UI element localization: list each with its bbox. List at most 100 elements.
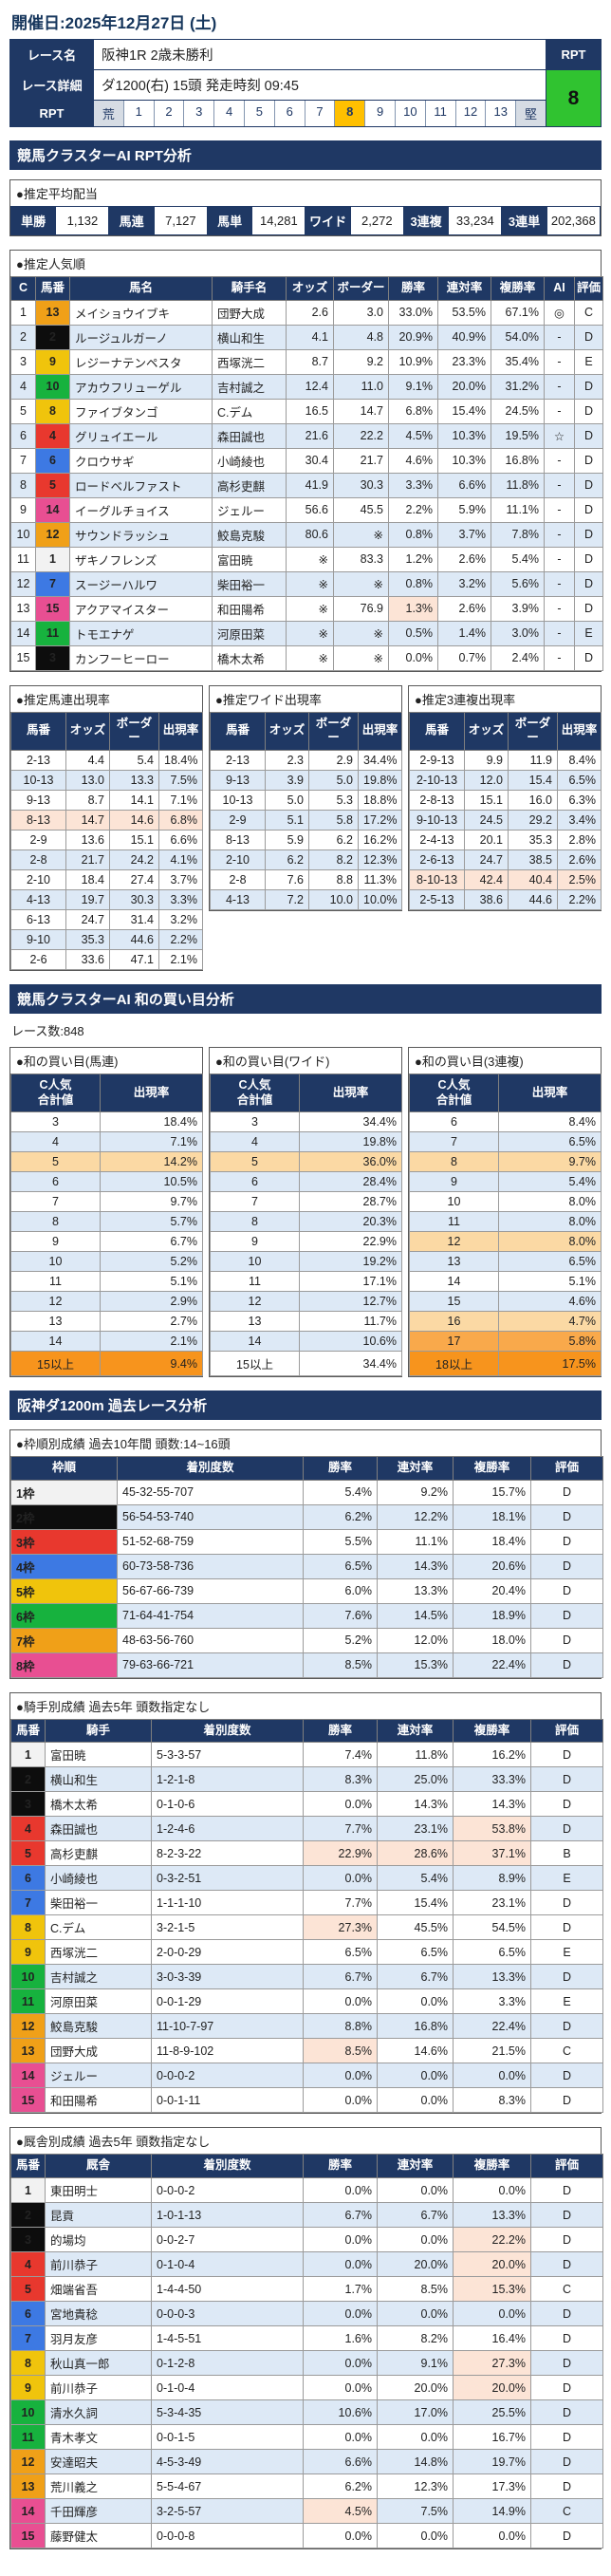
cell-fuku: 25.5% bbox=[453, 2399, 531, 2425]
cell-border: 83.3 bbox=[333, 546, 389, 572]
table-row: 15 3 カンフーヒーロー 橋木太希 ※ ※ 0.0% 0.7% 2.4% - D bbox=[10, 644, 603, 671]
cell-fuku: 31.2% bbox=[491, 373, 545, 400]
cell-fuku: 14.3% bbox=[453, 1791, 531, 1818]
table-row: 11 8.0% bbox=[409, 1211, 602, 1233]
cell-num: 3 bbox=[35, 644, 70, 671]
cell-rate: 16.2% bbox=[358, 829, 402, 850]
cell-border: 15.1 bbox=[109, 829, 159, 850]
cell-rate: 36.0% bbox=[299, 1151, 402, 1173]
cell-name: 羽月友彦 bbox=[45, 2325, 152, 2351]
cell-border: 47.1 bbox=[109, 948, 159, 970]
cell-border: 8.2 bbox=[308, 849, 359, 870]
column-header: オッズ bbox=[265, 711, 309, 751]
table-row: 2 横山和生 1-2-1-8 8.3% 25.0% 33.3% D bbox=[10, 1766, 603, 1793]
cell-jockey: C.デム bbox=[212, 398, 287, 424]
cell-horse: メイショウイブキ bbox=[69, 299, 213, 326]
cell-rate: 2.2% bbox=[557, 888, 602, 910]
table-row: 3 9 レジーナテンペスタ 西塚洸二 8.7 9.2 10.9% 23.3% 35.4% - E bbox=[10, 348, 603, 375]
cell-win: 4.6% bbox=[388, 447, 438, 474]
column-header: 馬番 bbox=[409, 711, 465, 751]
column-header: 馬名 bbox=[69, 276, 213, 301]
cell-fuku: 0.0% bbox=[453, 2177, 531, 2203]
column-header: 勝率 bbox=[303, 1718, 378, 1744]
table-row: 2-9 13.6 15.1 6.6% bbox=[10, 829, 203, 850]
cell-jockey: 吉村誠之 bbox=[212, 373, 287, 400]
cell-ren: 3.2% bbox=[437, 570, 491, 597]
table-row: 6 宮地貴稔 0-0-0-3 0.0% 0.0% 0.0% D bbox=[10, 2301, 603, 2326]
rpt-badge-label: RPT bbox=[546, 39, 602, 70]
cell-border: 3.0 bbox=[333, 299, 389, 326]
cell-num: 11 bbox=[10, 1988, 46, 2015]
cell-border: 22.2 bbox=[333, 422, 389, 449]
cell-border: 2.9 bbox=[308, 749, 359, 771]
cell-rate: 18.4% bbox=[158, 749, 203, 771]
rate-table: 馬番 オッズ ボーダー 出現率 2-9-13 9.9 11.9 8.4% 2-10-13 12.0… bbox=[409, 711, 602, 910]
cell-num: 13 bbox=[10, 2038, 46, 2064]
cell-c: 12 bbox=[10, 570, 36, 597]
cell-border: 6.2 bbox=[308, 829, 359, 850]
header-row: 馬番 オッズ ボーダー 出現率 bbox=[409, 711, 602, 751]
cell-ren: 40.9% bbox=[437, 324, 491, 350]
cell-win: 5.5% bbox=[303, 1528, 378, 1555]
cell-border: 29.2 bbox=[508, 809, 558, 831]
column-header: ボーダー bbox=[508, 711, 558, 751]
cell-c: 9 bbox=[10, 496, 36, 523]
table-row: 12 2.9% bbox=[10, 1291, 203, 1313]
rpt-scale-cell-container: 荒 1 2 3 4 5 6 7 8 9 10 11 12 13 堅 bbox=[93, 100, 546, 127]
table-row: 4-13 19.7 30.3 3.3% bbox=[10, 888, 203, 910]
cell-record: 11-8-9-102 bbox=[151, 2038, 304, 2064]
table-row: 14 11 トモエナゲ 河原田菜 ※ ※ 0.5% 1.4% 3.0% - E bbox=[10, 620, 603, 646]
race-detail-label: レース詳細 bbox=[9, 69, 94, 101]
cell-pair: 10-13 bbox=[210, 789, 266, 811]
table-row: 12 7 スージーハルワ 柴田裕一 ※ ※ 0.8% 3.2% 5.6% - D bbox=[10, 570, 603, 597]
cell-eval: D bbox=[574, 398, 603, 424]
cell-sum: 6 bbox=[409, 1111, 499, 1133]
cell-num: 6 bbox=[35, 447, 70, 474]
cell-rate: 6.5% bbox=[557, 769, 602, 791]
cell-ren: 28.6% bbox=[377, 1840, 454, 1867]
rate-table-box-3: ●推定3連複出現率 馬番 オッズ ボーダー 出現率 2-9-13 9.9 11.9 8.4% 2-… bbox=[408, 684, 602, 911]
table-row: 2-13 4.4 5.4 18.4% bbox=[10, 749, 203, 771]
cell-win: 6.7% bbox=[303, 2202, 378, 2228]
cell-win: 10.9% bbox=[388, 348, 438, 375]
cell-sum: 6 bbox=[10, 1171, 101, 1193]
table-row: 15 4.6% bbox=[409, 1291, 602, 1313]
cell-horse: ルージュルガーノ bbox=[69, 324, 213, 350]
cell-border: ※ bbox=[333, 620, 389, 646]
cell-border: 24.2 bbox=[109, 849, 159, 870]
cell-num: 14 bbox=[35, 496, 70, 523]
cell-ren: 0.0% bbox=[377, 1988, 454, 2015]
cell-record: 1-4-4-50 bbox=[151, 2276, 304, 2302]
race-detail-value: ダ1200(右) 15頭 発走時刻 09:45 bbox=[93, 69, 546, 101]
table-row: 13 荒川義之 5-5-4-67 6.2% 12.3% 17.3% D bbox=[10, 2473, 603, 2499]
cell-odds: 19.7 bbox=[65, 888, 110, 910]
cell-sum: 12 bbox=[210, 1291, 300, 1313]
column-header: 着別度数 bbox=[151, 1718, 304, 1744]
cell-sum: 10 bbox=[210, 1251, 300, 1273]
cell-rate: 28.7% bbox=[299, 1191, 402, 1213]
cell-odds: 8.7 bbox=[65, 789, 110, 811]
column-header: 連対率 bbox=[377, 1718, 454, 1744]
cell-sum: 7 bbox=[10, 1191, 101, 1213]
cell-c: 14 bbox=[10, 620, 36, 646]
cell-rate: 2.8% bbox=[557, 829, 602, 850]
cell-name: 青木孝文 bbox=[45, 2424, 152, 2450]
race-name-value: 阪神1R 2歳未勝利 bbox=[93, 39, 546, 70]
cell-border: 8.8 bbox=[308, 868, 359, 890]
cell-pair: 2-10 bbox=[10, 868, 66, 890]
cell-ren: 11.1% bbox=[377, 1528, 454, 1555]
cell-odds: 21.6 bbox=[286, 422, 334, 449]
cell-record: 5-5-4-67 bbox=[151, 2473, 304, 2499]
wa-table: C人気 合計値 出現率 3 18.4% 4 7.1% 5 14.2% 6 10.5% 7 9.7% 8 5… bbox=[10, 1073, 203, 1377]
rate-table-title: ●推定ワイド出現率 bbox=[210, 685, 401, 712]
cell-pair: 2-10 bbox=[210, 849, 266, 870]
cell-border: ※ bbox=[333, 644, 389, 671]
cell-jockey: 高杉吏麒 bbox=[212, 472, 287, 498]
cell-odds: 24.7 bbox=[464, 849, 509, 870]
cell-label: 8枠 bbox=[10, 1652, 118, 1678]
section-title-wa-analysis: 競馬クラスターAI 和の買い目分析 bbox=[9, 983, 602, 1014]
rpt-scale-cell: 8 bbox=[334, 101, 365, 126]
cell-horse: カンフーヒーロー bbox=[69, 644, 213, 671]
cell-eval: C bbox=[574, 299, 603, 326]
cell-sum: 13 bbox=[10, 1311, 101, 1333]
